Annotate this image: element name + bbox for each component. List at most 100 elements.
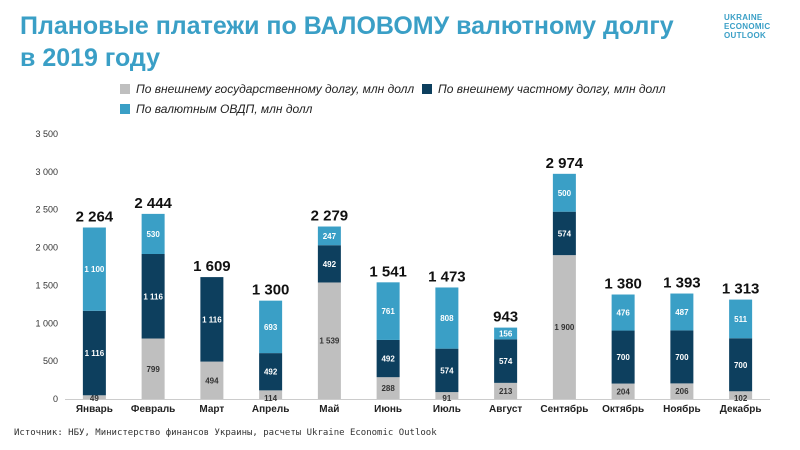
x-category-label: Февраль <box>131 404 175 415</box>
bar-total-label: 2 264 <box>76 209 114 226</box>
segment-value-label: 492 <box>381 355 395 364</box>
bar-segment-gov <box>729 391 753 399</box>
bar-segment-private <box>200 277 224 362</box>
bar-segment-private <box>435 348 459 393</box>
bar-segment-gov <box>552 255 576 399</box>
segment-value-label: 700 <box>734 361 748 370</box>
bar-total-label: 943 <box>493 309 518 326</box>
x-category-label: Июль <box>433 404 461 415</box>
x-category-label: Сентябрь <box>540 403 588 415</box>
bar-segment-private <box>317 245 341 283</box>
x-category-label: Апрель <box>252 404 289 415</box>
segment-value-label: 1 900 <box>554 323 575 332</box>
bar-segment-private <box>82 310 106 396</box>
x-category-label: Декабрь <box>720 403 762 415</box>
bar-total-label: 1 609 <box>193 258 231 275</box>
segment-value-label: 700 <box>616 353 630 362</box>
bar-segment-gov <box>141 338 165 399</box>
bar-segment-gov <box>670 383 694 399</box>
brand-logo: UKRAINE ECONOMIC OUTLOOK <box>724 13 770 40</box>
segment-value-label: 530 <box>146 230 160 239</box>
legend-label-gov: По внешнему государственному долгу, млн … <box>136 82 415 96</box>
bar-segment-gov <box>317 282 341 399</box>
legend-item-private: По внешнему частному долгу, млн долл <box>422 82 665 96</box>
bar-segment-private <box>729 338 753 392</box>
bar-total-label: 2 974 <box>546 155 584 172</box>
segment-value-label: 487 <box>675 308 689 317</box>
bar-segment-ovdp <box>552 173 576 212</box>
legend-item-gov: По внешнему государственному долгу, млн … <box>120 82 414 96</box>
segment-value-label: 494 <box>205 376 219 385</box>
y-tick-label: 1 000 <box>35 318 58 328</box>
y-tick-label: 0 <box>53 394 58 404</box>
bar-segment-private <box>376 339 400 378</box>
y-tick-label: 1 500 <box>35 280 58 290</box>
segment-value-label: 213 <box>499 387 513 396</box>
segment-value-label: 1 539 <box>319 337 340 346</box>
bar-segment-gov <box>376 377 400 399</box>
bar-segment-gov <box>82 395 106 399</box>
legend-label-ovdp: По валютным ОВДП, млн долл <box>136 102 313 116</box>
segment-value-label: 102 <box>734 394 748 403</box>
bar-total-label: 1 380 <box>604 276 642 293</box>
y-tick-label: 2 500 <box>35 205 58 215</box>
y-tick-label: 3 000 <box>35 167 58 177</box>
segment-value-label: 574 <box>499 357 513 366</box>
bar-segment-private <box>670 330 694 384</box>
segment-value-label: 492 <box>264 368 278 377</box>
segment-value-label: 49 <box>90 394 99 403</box>
bar-total-label: 1 313 <box>722 281 760 298</box>
legend-swatch-private <box>422 84 432 94</box>
bar-segment-ovdp <box>82 227 106 311</box>
segment-value-label: 288 <box>381 384 395 393</box>
segment-value-label: 511 <box>734 315 747 324</box>
segment-value-label: 799 <box>146 365 160 374</box>
bar-segment-gov <box>200 361 224 399</box>
segment-value-label: 1 116 <box>202 315 222 324</box>
segment-value-label: 574 <box>558 229 572 238</box>
source-note: Источник: НБУ, Министерство финансов Укр… <box>14 428 437 438</box>
bar-segment-ovdp <box>435 287 459 349</box>
bar-segment-gov <box>259 390 283 399</box>
legend-swatch-ovdp <box>120 104 130 114</box>
x-category-label: Ноябрь <box>663 403 700 415</box>
y-tick-label: 3 500 <box>35 129 58 139</box>
segment-value-label: 91 <box>442 394 451 403</box>
segment-value-label: 492 <box>323 260 337 269</box>
bar-segment-ovdp <box>259 300 283 354</box>
bar-total-label: 1 541 <box>369 263 407 280</box>
legend-swatch-gov <box>120 84 130 94</box>
bar-segment-ovdp <box>141 213 165 255</box>
bar-total-label: 1 393 <box>663 275 701 292</box>
bar-segment-ovdp <box>611 294 635 331</box>
legend-item-ovdp: По валютным ОВДП, млн долл <box>120 102 312 116</box>
segment-value-label: 1 116 <box>85 349 105 358</box>
bar-segment-gov <box>494 382 518 399</box>
segment-value-label: 1 100 <box>84 265 105 274</box>
x-category-label: Октябрь <box>602 403 644 415</box>
legend-label-private: По внешнему частному долгу, млн долл <box>438 82 666 96</box>
segment-value-label: 700 <box>675 353 689 362</box>
x-category-label: Январь <box>76 404 113 415</box>
segment-value-label: 1 116 <box>143 292 163 301</box>
x-category-label: Март <box>199 404 224 415</box>
bar-total-label: 2 279 <box>311 207 349 224</box>
bar-segment-gov <box>435 392 459 399</box>
bar-total-label: 2 444 <box>134 195 172 212</box>
bar-segment-gov <box>611 383 635 399</box>
brand-line-3: OUTLOOK <box>724 31 767 40</box>
segment-value-label: 761 <box>381 307 395 316</box>
segment-value-label: 156 <box>499 330 513 339</box>
x-category-label: Май <box>319 404 339 415</box>
y-tick-label: 2 000 <box>35 243 58 253</box>
segment-value-label: 476 <box>616 309 630 318</box>
segment-value-label: 574 <box>440 366 454 375</box>
bar-segment-ovdp <box>317 226 341 246</box>
bar-segment-private <box>259 353 283 391</box>
segment-value-label: 114 <box>264 394 277 403</box>
segment-value-label: 206 <box>675 387 689 396</box>
bar-segment-ovdp <box>670 293 694 331</box>
bar-segment-ovdp <box>729 299 753 339</box>
segment-value-label: 247 <box>323 232 337 241</box>
y-tick-label: 500 <box>43 356 58 366</box>
